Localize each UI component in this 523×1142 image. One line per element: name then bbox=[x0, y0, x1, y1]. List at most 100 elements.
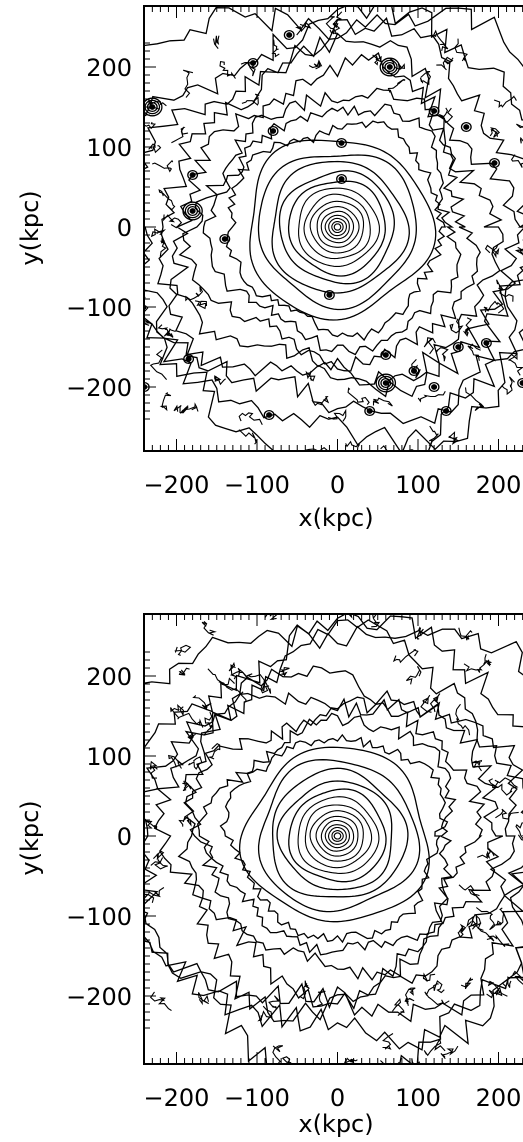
clump-contour bbox=[452, 341, 464, 353]
noise-contour bbox=[295, 21, 312, 36]
clump-contour bbox=[428, 105, 440, 117]
clump-contour bbox=[249, 60, 257, 66]
noise-contour bbox=[380, 445, 389, 451]
noise-contour bbox=[170, 703, 184, 719]
noise-contour bbox=[423, 1037, 446, 1057]
noise-contour bbox=[457, 923, 467, 938]
noise-contour bbox=[435, 347, 449, 362]
noise-contour bbox=[488, 778, 513, 796]
noise-contour bbox=[149, 760, 158, 779]
x-tick-label: −100 bbox=[224, 1084, 290, 1112]
noise-contour bbox=[489, 127, 501, 138]
noise-contour bbox=[496, 279, 514, 302]
noise-contour bbox=[347, 387, 370, 405]
clump-contour bbox=[431, 384, 438, 390]
noise-contour bbox=[173, 404, 189, 414]
noise-contour bbox=[436, 56, 454, 71]
noise-contour bbox=[153, 850, 165, 864]
clump-contour bbox=[323, 289, 335, 301]
tick-marks bbox=[143, 614, 523, 1064]
noise-contour bbox=[149, 991, 172, 1012]
noise-contour bbox=[214, 375, 226, 386]
clump-contour bbox=[366, 408, 373, 414]
noise-contour bbox=[157, 324, 174, 339]
contour-line bbox=[316, 206, 360, 248]
clump-core bbox=[190, 173, 195, 177]
contour-line bbox=[144, 619, 523, 1023]
contour-line bbox=[169, 52, 504, 386]
clump-contour bbox=[267, 125, 279, 137]
noise-contour bbox=[493, 95, 517, 109]
noise-contour bbox=[458, 884, 480, 897]
noise-contour bbox=[299, 980, 310, 1000]
noise-contour bbox=[476, 847, 495, 859]
noise-contour bbox=[467, 343, 481, 361]
noise-contour bbox=[417, 390, 446, 403]
contour-line bbox=[320, 819, 355, 852]
x-tick-label: 0 bbox=[330, 471, 345, 499]
clump-core bbox=[287, 33, 292, 37]
y-tick-label: 100 bbox=[86, 743, 132, 771]
plot-frame bbox=[143, 613, 523, 1065]
clump-contour bbox=[266, 412, 273, 418]
noise-contour bbox=[404, 987, 416, 1001]
noise-contour bbox=[420, 694, 432, 713]
clump-contour bbox=[410, 368, 418, 374]
contour-line bbox=[144, 614, 523, 1051]
noise-contour bbox=[107, 249, 116, 269]
x-tick-label: −200 bbox=[144, 1084, 210, 1112]
contour-line bbox=[219, 733, 449, 944]
contour-line bbox=[271, 767, 409, 898]
noise-contour bbox=[305, 370, 316, 382]
clump-core bbox=[383, 381, 388, 385]
contour-line bbox=[153, 665, 523, 1023]
noise-contour bbox=[508, 352, 523, 376]
noise-contour bbox=[429, 693, 441, 713]
clump-core bbox=[186, 357, 191, 361]
clump-contour bbox=[408, 365, 420, 377]
clump-contour bbox=[443, 408, 450, 414]
noise-contour bbox=[501, 976, 512, 989]
clump-core bbox=[492, 161, 497, 165]
noise-contour bbox=[316, 990, 326, 1007]
noise-contour bbox=[424, 986, 450, 1006]
noise-contour bbox=[229, 667, 248, 681]
clump-core bbox=[383, 353, 388, 357]
contour-line bbox=[183, 696, 486, 981]
clump-contour bbox=[382, 380, 389, 386]
noise-contour bbox=[238, 429, 258, 445]
contour-line bbox=[144, 6, 523, 451]
clump-core bbox=[444, 409, 449, 413]
noise-contour bbox=[149, 349, 168, 380]
noise-contour bbox=[332, 11, 343, 35]
y-tick-label: −200 bbox=[66, 983, 132, 1011]
noise-contour bbox=[471, 913, 493, 941]
clump-contour bbox=[182, 201, 203, 221]
noise-contour bbox=[212, 35, 220, 49]
contour-line bbox=[276, 780, 393, 891]
y-axis-label: y(kpc) bbox=[16, 190, 44, 265]
clump-core bbox=[150, 105, 155, 109]
y-tick-label: 100 bbox=[86, 134, 132, 162]
clump-contour bbox=[382, 352, 389, 358]
noise-contour bbox=[264, 614, 278, 621]
noise-contour bbox=[466, 915, 484, 931]
clump-contour bbox=[364, 405, 376, 417]
contour-line bbox=[238, 746, 430, 923]
clump-core bbox=[267, 413, 272, 417]
clump-contour bbox=[187, 205, 199, 217]
noise-contour bbox=[183, 69, 194, 98]
y-tick-label: 0 bbox=[117, 214, 132, 242]
noise-contour bbox=[268, 995, 281, 1010]
noise-contour bbox=[188, 756, 203, 770]
noise-contour bbox=[428, 425, 439, 446]
x-axis-label: x(kpc) bbox=[298, 504, 373, 532]
noise-contour bbox=[387, 78, 406, 93]
clump-contour bbox=[380, 349, 392, 361]
clump-contour bbox=[286, 32, 293, 38]
contour-line bbox=[257, 759, 421, 913]
clump-core bbox=[456, 345, 461, 349]
noise-contour bbox=[510, 154, 523, 168]
noise-contour bbox=[449, 318, 464, 334]
noise-contour bbox=[405, 666, 422, 685]
